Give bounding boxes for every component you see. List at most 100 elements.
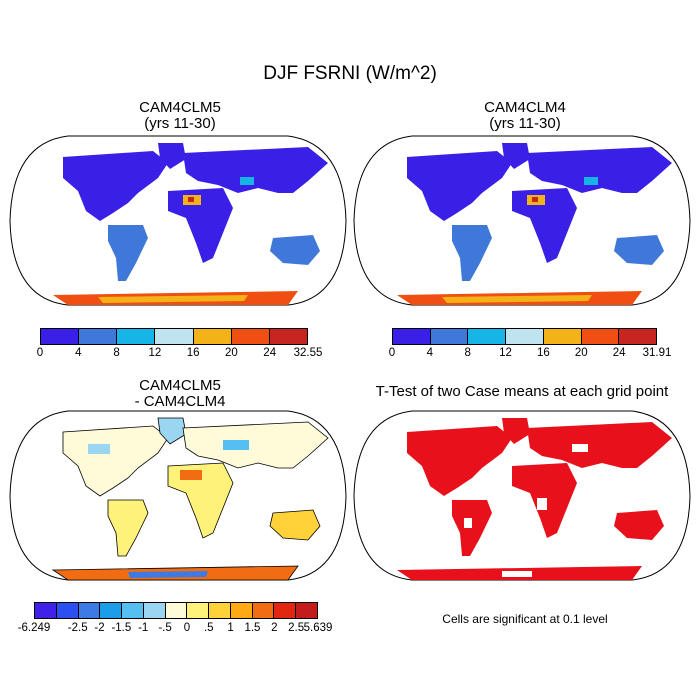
land-eurasia — [527, 147, 672, 193]
colorbar-tick-label: 0 — [388, 347, 396, 359]
colorbar-tick-label: 20 — [574, 347, 588, 359]
land-australia — [270, 235, 320, 265]
panel-title-line2: (yrs 11-30) — [144, 115, 216, 132]
land-africa — [168, 188, 233, 263]
panel-title-difference: CAM4CLM5 - CAM4CLM4 — [50, 378, 310, 410]
sig-australia — [614, 510, 664, 540]
colorbar-tick-label: 8 — [464, 347, 471, 359]
land-south-america — [107, 499, 149, 557]
colorbar-segment — [543, 329, 582, 344]
land-africa — [167, 462, 234, 539]
diff-patch-sahara — [180, 470, 202, 480]
colorbar-segment — [506, 329, 544, 344]
colorbar-tick-label: -6.249 — [17, 622, 51, 634]
land-south-america — [452, 225, 492, 281]
sig-north-america — [407, 426, 512, 496]
colorbar-segment — [231, 329, 270, 344]
hotspot-tibet — [240, 177, 254, 185]
land-australia — [614, 235, 664, 265]
land-greenland — [157, 417, 187, 445]
colorbar-segment — [117, 329, 156, 344]
colorbar-tick-label: 20 — [225, 347, 238, 359]
figure-title: DJF FSRNI (W/m^2) — [263, 63, 437, 84]
colorbar-labels-cam4clm4: 0 4 8 12 16 20 24 31.91 — [388, 347, 672, 363]
colorbar-segment — [274, 603, 297, 618]
land-greenland — [502, 143, 530, 169]
colorbar-segment — [581, 329, 620, 344]
map-ttest-significance — [353, 410, 691, 581]
colorbar-segment — [209, 603, 231, 618]
sig-eurasia — [527, 422, 672, 468]
colorbar-tick-label: -1 — [138, 622, 149, 634]
colorbar-segment — [269, 329, 307, 344]
significance-note: Cells are significant at 0.1 level — [442, 612, 608, 626]
colorbar-tick-label: -2.5 — [67, 622, 88, 634]
land-eurasia — [183, 147, 328, 193]
panel-title-line1: T-Test of two Case means at each grid po… — [375, 383, 669, 400]
colorbar-segment — [155, 329, 194, 344]
colorbar-segment — [79, 329, 118, 344]
colorbar-tick-label: -1.5 — [111, 622, 132, 634]
diff-patch-canada — [88, 444, 110, 454]
colorbar-labels-cam4clm5: 0 4 8 12 16 20 24 32.55 — [36, 347, 323, 363]
colorbar-tick-label: -.5 — [158, 622, 172, 634]
colorbar-segment — [122, 603, 144, 618]
nonsig-gap-asia — [572, 444, 588, 452]
land-south-america — [108, 225, 148, 281]
colorbar-tick-label: 24 — [612, 347, 626, 359]
colorbar-difference — [34, 602, 318, 619]
colorbar-segment — [165, 603, 188, 618]
colorbar-segment — [35, 603, 57, 618]
antarctica-cool — [128, 571, 208, 578]
colorbar-segment — [143, 603, 166, 618]
land-australia — [269, 509, 321, 541]
map-cam4clm5 — [9, 135, 347, 306]
colorbar-tick-label: 12 — [148, 347, 162, 359]
colorbar-tick-label: 31.91 — [642, 347, 672, 359]
hotspot-sahara-core — [188, 197, 194, 202]
land-eurasia — [182, 421, 329, 469]
nonsig-gap-antarctica — [502, 571, 532, 577]
colorbar-tick-label: 0 — [36, 347, 44, 359]
colorbar-tick-label: 4 — [426, 347, 434, 359]
colorbar-tick-label: 8 — [113, 347, 120, 359]
colorbar-tick-label: 12 — [499, 347, 512, 359]
colorbar-tick-label: 2 — [271, 622, 278, 634]
map-difference — [9, 410, 347, 581]
colorbar-tick-label: 16 — [186, 347, 200, 359]
colorbar-labels-difference: -6.249 -2.5 -2 -1.5 -1 -.5 0 .5 1 1.5 2 2.5 5.639 — [18, 622, 333, 638]
colorbar-tick-label: 0 — [183, 622, 191, 634]
colorbar-segment — [230, 603, 253, 618]
colorbar-tick-label: 24 — [263, 347, 277, 359]
land-africa — [512, 188, 577, 263]
colorbar-tick-label: 4 — [75, 347, 82, 359]
sig-greenland — [502, 418, 530, 444]
colorbar-segment — [78, 603, 101, 618]
land-greenland — [158, 143, 186, 169]
colorbar-tick-label: 1 — [227, 622, 234, 634]
colorbar-tick-label: 16 — [537, 347, 550, 359]
land-north-america — [63, 151, 168, 221]
antarctica-bright — [98, 295, 248, 303]
colorbar-tick-label: 32.55 — [293, 347, 323, 359]
map-cam4clm4 — [353, 135, 691, 306]
hotspot-sahara-core — [532, 197, 538, 202]
colorbar-tick-label: -2 — [94, 622, 105, 634]
land-north-america — [407, 151, 512, 221]
panel-title-cam4clm5: CAM4CLM5 (yrs 11-30) — [50, 100, 310, 132]
colorbar-segment — [100, 603, 123, 618]
colorbar-segment — [193, 329, 232, 344]
panel-title-ttest: T-Test of two Case means at each grid po… — [352, 384, 692, 400]
panel-title-line2: (yrs 11-30) — [489, 115, 561, 132]
colorbar-cam4clm4 — [392, 328, 657, 345]
colorbar-segment — [619, 329, 657, 344]
nonsig-gap-sa — [464, 518, 472, 528]
colorbar-cam4clm5 — [40, 328, 308, 345]
colorbar-segment — [41, 329, 80, 344]
colorbar-segment — [296, 603, 317, 618]
colorbar-segment — [252, 603, 275, 618]
colorbar-tick-label: 2.5 — [288, 622, 305, 634]
colorbar-segment — [56, 603, 79, 618]
antarctica-bright — [442, 295, 592, 303]
colorbar-segment — [468, 329, 507, 344]
